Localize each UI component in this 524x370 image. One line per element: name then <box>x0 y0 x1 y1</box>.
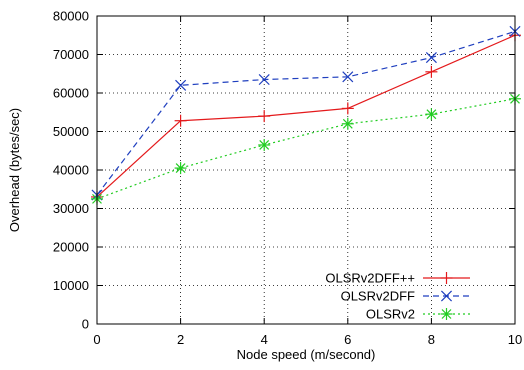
marker-stroke <box>441 309 452 319</box>
series-olsrv2dff- <box>91 29 521 203</box>
x-tick-label: 4 <box>261 332 268 347</box>
legend-label: OLSRv2DFF <box>341 289 415 304</box>
plot-frame <box>96 15 516 325</box>
data-point <box>174 162 187 175</box>
series-olsrv2 <box>91 92 521 205</box>
y-tick-label: 70000 <box>53 47 89 62</box>
data-point <box>425 65 438 78</box>
x-tick-label: 8 <box>428 332 435 347</box>
legend-marker <box>440 272 453 284</box>
legend-label: OLSRv2 <box>366 307 415 322</box>
y-tick-label: 10000 <box>53 278 89 293</box>
x-tick-label: 6 <box>344 332 351 347</box>
x-axis-title: Node speed (m/second) <box>237 347 376 362</box>
series-line <box>96 98 516 200</box>
y-tick-label: 60000 <box>53 86 89 101</box>
legend-marker <box>440 308 453 320</box>
marker-stroke <box>426 109 437 120</box>
data-point <box>342 71 354 83</box>
y-tick-label: 40000 <box>53 163 89 178</box>
x-tick-label: 10 <box>508 332 522 347</box>
marker-stroke <box>425 52 437 64</box>
x-tick-label: 0 <box>93 332 100 347</box>
marker-stroke <box>342 71 354 83</box>
data-point <box>425 108 438 121</box>
legend-marker <box>440 290 453 302</box>
marker-stroke <box>440 290 453 302</box>
y-tick-label: 80000 <box>53 9 89 24</box>
series-line <box>96 34 516 198</box>
marker-stroke <box>175 163 186 173</box>
y-tick-label: 50000 <box>53 124 89 139</box>
data-point <box>175 79 187 91</box>
data-point <box>258 110 271 123</box>
data-point <box>258 138 271 151</box>
legend: OLSRv2DFF++ OLSRv2DFF OLSRv2 <box>325 271 470 322</box>
marker-stroke <box>259 140 270 150</box>
grid-lines <box>97 16 515 324</box>
y-tick-label: 30000 <box>53 201 89 216</box>
y-tick-label: 20000 <box>53 240 89 255</box>
marker-stroke <box>175 79 187 91</box>
data-point <box>341 117 354 130</box>
series-lines <box>91 25 521 205</box>
y-axis-title: Overhead (bytes/sec) <box>7 108 22 232</box>
x-tick-label: 2 <box>177 332 184 347</box>
series-line <box>96 30 516 196</box>
data-point <box>425 52 437 64</box>
series-olsrv2dff <box>91 25 521 201</box>
axis-ticks: 0 10000 20000 30000 40000 50000 60000 70000 8000… <box>53 9 522 348</box>
legend-label: OLSRv2DFF++ <box>325 271 415 286</box>
y-tick-label: 0 <box>82 317 89 332</box>
data-point <box>174 114 187 127</box>
data-point <box>341 102 354 115</box>
marker-stroke <box>258 74 270 86</box>
marker-stroke <box>342 118 353 129</box>
data-point <box>258 74 270 86</box>
